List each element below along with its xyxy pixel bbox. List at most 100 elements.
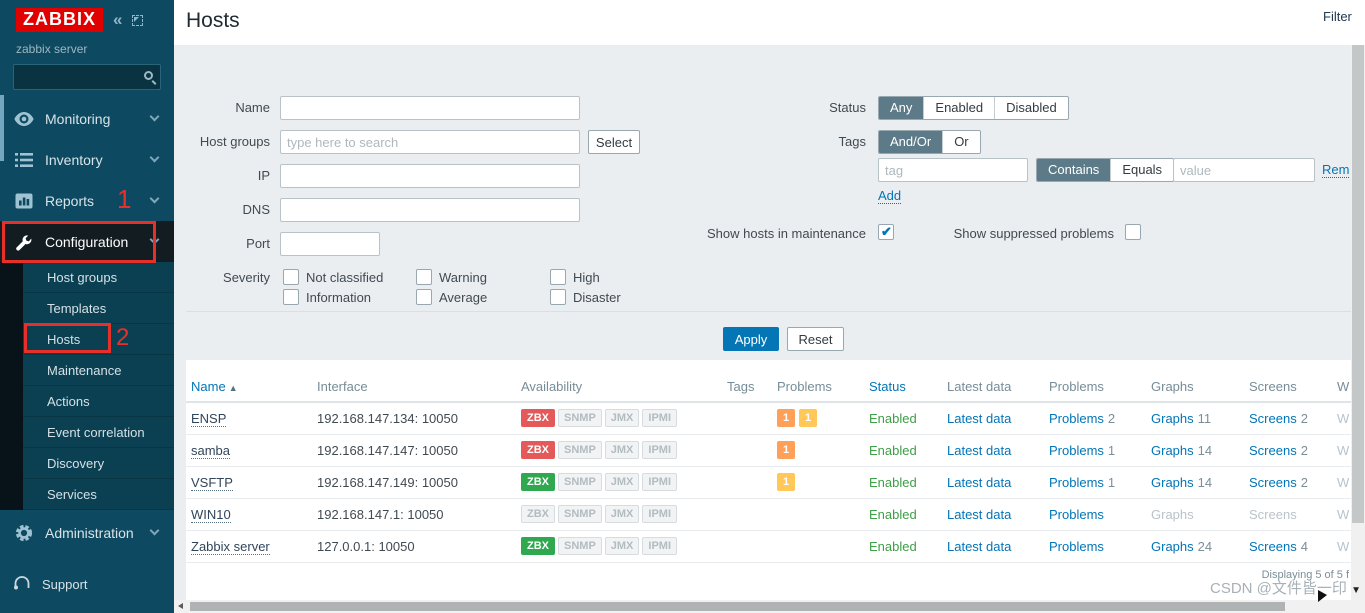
status-enabled-button[interactable]: Enabled: [924, 97, 996, 119]
tags-or-button[interactable]: Or: [954, 134, 969, 149]
problems-link[interactable]: Problems: [1049, 410, 1104, 426]
disaster-checkbox[interactable]: [550, 289, 566, 305]
screens-link[interactable]: Screens: [1249, 506, 1297, 522]
problem-count-badge[interactable]: 1: [777, 409, 795, 428]
zabbix-logo[interactable]: ZABBIX: [16, 8, 103, 32]
jmx-badge: JMX: [604, 409, 640, 428]
high-checkbox[interactable]: [550, 269, 566, 285]
host-link[interactable]: samba: [191, 442, 231, 459]
contains-button[interactable]: Contains: [1037, 159, 1112, 181]
screens-link[interactable]: Screens: [1249, 474, 1297, 490]
problems-link[interactable]: Problems: [1049, 538, 1104, 554]
sidebar-subitem-templates[interactable]: Templates: [0, 293, 174, 324]
sidebar-item-inventory[interactable]: Inventory: [0, 139, 174, 180]
show-suppressed-problems-checkbox[interactable]: [1125, 224, 1141, 240]
horizontal-scrollbar[interactable]: [174, 600, 1365, 613]
add-tag-link[interactable]: Add: [878, 188, 902, 204]
host-link[interactable]: VSFTP: [191, 474, 233, 491]
host-link[interactable]: Zabbix server: [191, 538, 270, 555]
screens-link[interactable]: Screens: [1249, 410, 1297, 426]
problems-link[interactable]: Problems: [1049, 474, 1104, 490]
problem-count-badge[interactable]: 1: [777, 441, 795, 459]
show-suppressed-problems-label: Show suppressed problems: [953, 226, 1114, 241]
hosts-table-card: Name ▲ Interface Availability Tags Proble…: [186, 360, 1351, 600]
sort-by-name-header[interactable]: Name: [191, 379, 226, 394]
sidebar-item-monitoring[interactable]: Monitoring: [0, 98, 174, 139]
latest-data-link[interactable]: Latest data: [947, 474, 1012, 490]
graphs-link[interactable]: Graphs: [1151, 442, 1194, 458]
port-input[interactable]: [280, 232, 380, 256]
sidebar-subitem-discovery[interactable]: Discovery: [0, 448, 174, 479]
problems-link[interactable]: Problems: [1049, 506, 1104, 522]
equals-button[interactable]: Equals: [1122, 162, 1163, 177]
problems-link[interactable]: Problems: [1049, 442, 1104, 458]
sidebar-subitem-maintenance[interactable]: Maintenance: [0, 355, 174, 386]
tag-input[interactable]: [878, 158, 1028, 182]
web-link[interactable]: W: [1337, 506, 1350, 522]
status-disabled-button[interactable]: Disabled: [1006, 100, 1057, 115]
search-icon[interactable]: [144, 71, 153, 80]
web-link[interactable]: W: [1337, 474, 1350, 490]
sidebar-subitem-hosts[interactable]: Hosts: [0, 324, 174, 355]
sort-by-status-header[interactable]: Status: [869, 379, 906, 394]
sidebar-scrollbar-thumb[interactable]: [0, 95, 4, 161]
graphs-link[interactable]: Graphs: [1151, 538, 1194, 554]
web-link[interactable]: W: [1337, 442, 1350, 458]
name-input[interactable]: [280, 96, 580, 120]
warning-checkbox[interactable]: [416, 269, 432, 285]
horizontal-scrollbar-thumb[interactable]: [190, 602, 1285, 611]
server-name-label: zabbix server: [16, 42, 88, 56]
host-groups-input[interactable]: [280, 130, 580, 154]
latest-data-link[interactable]: Latest data: [947, 538, 1012, 554]
sidebar-item-support[interactable]: Support: [0, 566, 174, 602]
apply-button[interactable]: Apply: [723, 327, 779, 351]
information-checkbox[interactable]: [283, 289, 299, 305]
screens-link[interactable]: Screens: [1249, 538, 1297, 554]
graphs-link[interactable]: Graphs: [1151, 410, 1194, 426]
latest-data-link[interactable]: Latest data: [947, 410, 1012, 426]
sidebar-search-input[interactable]: [14, 65, 134, 87]
status-any-button[interactable]: Any: [879, 97, 925, 119]
status-cell[interactable]: Enabled: [869, 538, 917, 554]
host-link[interactable]: ENSP: [191, 410, 227, 427]
problem-count-badge[interactable]: 1: [777, 473, 795, 491]
screens-link[interactable]: Screens: [1249, 442, 1297, 458]
dns-input[interactable]: [280, 198, 580, 222]
scroll-left-arrow-icon[interactable]: [178, 603, 183, 609]
tags-andor-button[interactable]: And/Or: [879, 131, 944, 153]
vertical-scrollbar[interactable]: [1351, 45, 1365, 613]
graphs-link[interactable]: Graphs: [1151, 506, 1194, 522]
host-link[interactable]: WIN10: [191, 506, 231, 523]
sidebar-subitem-services[interactable]: Services: [0, 479, 174, 510]
ip-input[interactable]: [280, 164, 580, 188]
sidebar-item-configuration[interactable]: Configuration: [0, 221, 174, 262]
severity-high: High: [550, 268, 600, 286]
tag-value-input[interactable]: [1173, 158, 1315, 182]
reset-button[interactable]: Reset: [787, 327, 844, 351]
collapse-sidebar-icon[interactable]: «: [113, 10, 123, 29]
sidebar-subitem-actions[interactable]: Actions: [0, 386, 174, 417]
kiosk-mode-icon[interactable]: [132, 14, 144, 26]
not-classified-checkbox[interactable]: [283, 269, 299, 285]
status-cell[interactable]: Enabled: [869, 474, 917, 490]
latest-data-link[interactable]: Latest data: [947, 442, 1012, 458]
vertical-scrollbar-thumb[interactable]: [1352, 45, 1364, 523]
problem-count-badge[interactable]: 1: [799, 409, 817, 428]
remove-tag-link[interactable]: Rem: [1322, 162, 1350, 178]
status-cell[interactable]: Enabled: [869, 442, 917, 458]
sidebar-item-reports[interactable]: Reports: [0, 180, 174, 221]
select-button[interactable]: Select: [588, 130, 640, 154]
status-cell[interactable]: Enabled: [869, 506, 917, 522]
sidebar-subitem-host-groups[interactable]: Host groups: [0, 262, 174, 293]
filter-tab[interactable]: Filter: [1312, 0, 1365, 35]
sidebar-subitem-event-correlation[interactable]: Event correlation: [0, 417, 174, 448]
web-link[interactable]: W: [1337, 410, 1350, 426]
latest-data-link[interactable]: Latest data: [947, 506, 1012, 522]
annotation-step-1: 1: [117, 184, 132, 214]
sidebar-item-administration[interactable]: Administration: [0, 512, 174, 553]
average-checkbox[interactable]: [416, 289, 432, 305]
status-cell[interactable]: Enabled: [869, 410, 917, 426]
graphs-link[interactable]: Graphs: [1151, 474, 1194, 490]
show-hosts-in-maintenance-checkbox[interactable]: [878, 224, 894, 240]
web-link[interactable]: W: [1337, 538, 1350, 554]
